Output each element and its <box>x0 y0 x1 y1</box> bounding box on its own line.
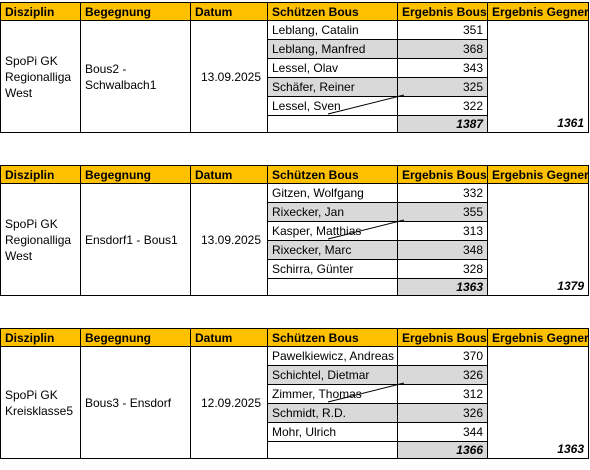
column-header: Disziplin <box>0 2 81 21</box>
shooter-score: 325 <box>398 78 488 97</box>
shooter-score: 370 <box>398 347 488 366</box>
shooter-name: Mohr, Ulrich <box>268 423 398 442</box>
shooter-name: Pawelkiewicz, Andreas <box>268 347 398 366</box>
shooter-name: Leblang, Catalin <box>268 21 398 40</box>
column-header: Ergebnis Gegner <box>488 328 589 347</box>
shooter-score: 326 <box>398 366 488 385</box>
column-header: Datum <box>191 165 268 184</box>
column-header: Ergebnis Bous <box>398 2 488 21</box>
ergebnis-bous-total: 1387 <box>398 116 488 133</box>
ergebnis-gegner-total: 1361 <box>488 21 589 133</box>
match-table: Disziplin Begegnung Datum Schützen Bous Erge… <box>0 165 590 298</box>
shooter-score: 348 <box>398 241 488 260</box>
shooter-name: Lessel, Olav <box>268 59 398 78</box>
shooter-score: 332 <box>398 184 488 203</box>
column-header: Schützen Bous <box>268 165 398 184</box>
datum-cell: 13.09.2025 <box>191 21 268 133</box>
shooter-score: 368 <box>398 40 488 59</box>
shooter-name: Leblang, Manfred <box>268 40 398 59</box>
shooter-score: 344 <box>398 423 488 442</box>
column-header: Schützen Bous <box>268 2 398 21</box>
begegnung-cell: Bous2 - Schwalbach1 <box>81 21 191 133</box>
shooter-score: 313 <box>398 222 488 241</box>
sum-label-cell <box>268 116 398 133</box>
column-header: Datum <box>191 2 268 21</box>
shooter-score: 355 <box>398 203 488 222</box>
column-header: Ergebnis Gegner <box>488 2 589 21</box>
shooter-score: 312 <box>398 385 488 404</box>
datum-cell: 12.09.2025 <box>191 347 268 459</box>
shooter-score: 322 <box>398 97 488 116</box>
shooter-name: Zimmer, Thomas <box>268 385 398 404</box>
column-header: Datum <box>191 328 268 347</box>
disziplin-cell: SpoPi GK Kreisklasse5 <box>0 347 81 459</box>
shooter-score: 328 <box>398 260 488 279</box>
ergebnis-gegner-total: 1379 <box>488 184 589 296</box>
column-header: Begegnung <box>81 328 191 347</box>
shooter-name: Lessel, Sven <box>268 97 398 116</box>
column-header: Ergebnis Bous <box>398 165 488 184</box>
shooter-name: Schirra, Günter <box>268 260 398 279</box>
match-table: Disziplin Begegnung Datum Schützen Bous Erge… <box>0 2 590 135</box>
shooter-score: 351 <box>398 21 488 40</box>
ergebnis-bous-total: 1363 <box>398 279 488 296</box>
shooter-name: Schäfer, Reiner <box>268 78 398 97</box>
column-header: Schützen Bous <box>268 328 398 347</box>
match-table: Disziplin Begegnung Datum Schützen Bous Erge… <box>0 328 590 461</box>
datum-cell: 13.09.2025 <box>191 184 268 296</box>
shooter-score: 326 <box>398 404 488 423</box>
shooter-name: Gitzen, Wolfgang <box>268 184 398 203</box>
shooter-name: Schmidt, R.D. <box>268 404 398 423</box>
column-header: Disziplin <box>0 165 81 184</box>
ergebnis-gegner-total: 1363 <box>488 347 589 459</box>
sum-label-cell <box>268 279 398 296</box>
shooter-name: Schichtel, Dietmar <box>268 366 398 385</box>
shooter-name: Rixecker, Jan <box>268 203 398 222</box>
shooter-name: Rixecker, Marc <box>268 241 398 260</box>
disziplin-cell: SpoPi GK Regionalliga West <box>0 21 81 133</box>
column-header: Ergebnis Bous <box>398 328 488 347</box>
begegnung-cell: Bous3 - Ensdorf <box>81 347 191 459</box>
begegnung-cell: Ensdorf1 - Bous1 <box>81 184 191 296</box>
disziplin-cell: SpoPi GK Regionalliga West <box>0 184 81 296</box>
sum-label-cell <box>268 442 398 459</box>
shooter-score: 343 <box>398 59 488 78</box>
ergebnis-bous-total: 1366 <box>398 442 488 459</box>
column-header: Ergebnis Gegner <box>488 165 589 184</box>
column-header: Begegnung <box>81 2 191 21</box>
column-header: Disziplin <box>0 328 81 347</box>
shooter-name: Kasper, Matthias <box>268 222 398 241</box>
column-header: Begegnung <box>81 165 191 184</box>
